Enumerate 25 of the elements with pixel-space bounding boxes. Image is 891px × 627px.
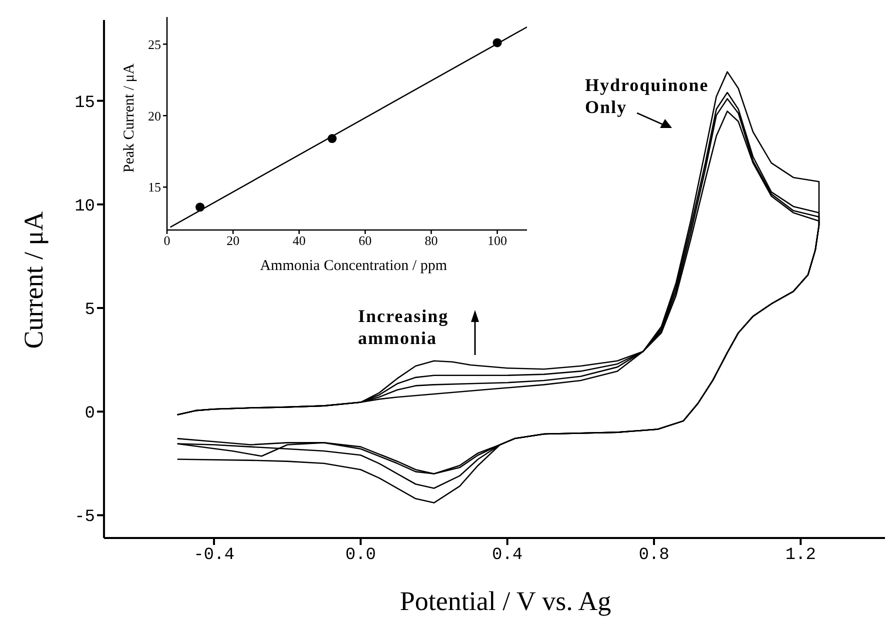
y-tick-label: -5 [74,508,95,528]
x-tick-label: 100 [488,233,508,248]
x-tick-label: 0.4 [492,546,523,566]
y-tick-label: 10 [74,197,95,216]
x-tick-label: 1.2 [785,546,816,566]
x-tick-label: 60 [358,233,372,248]
y-tick-label: 15 [148,180,161,195]
y-tick-label: 25 [148,36,161,52]
y-tick-label: 20 [148,108,161,124]
x-axis-title: Ammonia Concentration / ppm [258,258,448,275]
annotation: Increasing ammonia [358,305,449,349]
y-axis-title: Peak Current / μA [122,63,138,173]
x-tick-label: 0 [164,233,170,248]
x-tick-label: 0.8 [638,546,670,566]
x-tick-label: 0.0 [345,546,376,566]
y-axis-title: Current / μA [18,211,50,349]
y-tick-label: 5 [84,301,95,320]
y-tick-label: 0 [84,404,95,424]
annotation: Hydroquinone Only [585,74,709,118]
x-tick-label: -0.4 [194,546,234,566]
x-axis-title: Potential / V vs. Ag [398,586,612,617]
x-tick-label: 40 [292,233,306,248]
y-tick-label: 15 [74,94,95,113]
x-tick-label: 80 [424,233,438,248]
x-tick-label: 20 [226,233,240,248]
